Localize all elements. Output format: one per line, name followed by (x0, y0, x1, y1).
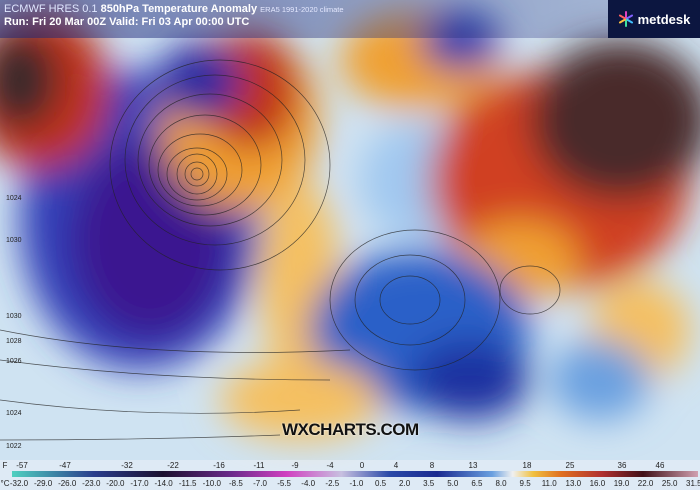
colorbar-legend: F -57 -47 -32 -22 -16 -11 -9 -4 0 4 8 13 18 25 36 46 °C -… (0, 460, 700, 490)
anomaly-field (0, 10, 700, 440)
celsius-tick: -32.0 (9, 479, 29, 488)
fahrenheit-tick: 4 (393, 461, 399, 470)
fahrenheit-tick: -47 (59, 461, 71, 470)
celsius-tick: -2.5 (325, 479, 340, 488)
climate-reference: ERA5 1991-2020 climate (260, 5, 344, 14)
isobars (0, 59, 561, 441)
celsius-tick: -8.5 (228, 479, 243, 488)
celsius-tick: -10.0 (202, 479, 221, 488)
logo-text: metdesk (637, 11, 691, 27)
isobar-label: 1028 (6, 338, 22, 345)
metdesk-star-icon (618, 11, 634, 27)
fahrenheit-unit: F (2, 461, 8, 470)
fahrenheit-tick: 18 (522, 461, 532, 470)
celsius-tick: 11.0 (541, 479, 557, 488)
fahrenheit-tick: 25 (565, 461, 575, 470)
fahrenheit-tick: 46 (655, 461, 665, 470)
celsius-tick: 22.0 (637, 479, 654, 488)
chart-header: ECMWF HRES 0.1 850hPa Temperature Anomal… (0, 0, 610, 38)
celsius-tick: 13.0 (565, 479, 582, 488)
fahrenheit-tick: -16 (213, 461, 225, 470)
celsius-tick: 8.0 (495, 479, 507, 488)
fahrenheit-ticks: F -57 -47 -32 -22 -16 -11 -9 -4 0 4 8 13 18 25 36 46 (0, 461, 700, 471)
model-name: ECMWF HRES 0.1 (4, 3, 98, 15)
fahrenheit-tick: -11 (253, 461, 265, 470)
fahrenheit-tick: -9 (291, 461, 299, 470)
celsius-tick: -5.5 (277, 479, 291, 488)
celsius-tick: 2.0 (399, 479, 411, 488)
fahrenheit-tick: 8 (429, 461, 435, 470)
celsius-tick: -4.0 (301, 479, 316, 488)
fahrenheit-tick: 36 (617, 461, 627, 470)
celsius-tick: -23.0 (82, 479, 101, 488)
fahrenheit-tick: 13 (468, 461, 478, 470)
fahrenheit-tick: -22 (167, 461, 179, 470)
celsius-tick: -1.0 (349, 479, 364, 488)
celsius-tick: -7.0 (253, 479, 267, 488)
fahrenheit-tick: -57 (16, 461, 28, 470)
celsius-tick: 9.5 (519, 479, 531, 488)
celsius-tick: 16.0 (589, 479, 606, 488)
celsius-tick: -17.0 (130, 479, 149, 488)
isobar-label: 1030 (6, 237, 22, 244)
celsius-tick: -29.0 (33, 479, 53, 488)
metdesk-logo: metdesk (608, 0, 700, 38)
celsius-tick: 19.0 (613, 479, 630, 488)
fahrenheit-tick: -4 (326, 461, 334, 470)
celsius-tick: 6.5 (471, 479, 483, 488)
parameter-name: 850hPa Temperature Anomaly (100, 3, 258, 15)
celsius-tick: 31.5 (686, 479, 700, 488)
isobar-label: 1024 (6, 195, 22, 202)
isobar-label: 1022 (6, 443, 22, 450)
celsius-ticks: °C -32.0 -29.0 -26.0 -23.0 -20.0 -17.0 -14.0 -11… (0, 479, 700, 489)
isobar-label: 1024 (6, 410, 22, 417)
color-scale (12, 471, 698, 477)
celsius-tick: -26.0 (58, 479, 77, 488)
celsius-tick: 3.5 (423, 479, 435, 488)
fahrenheit-tick: -32 (121, 461, 133, 470)
fahrenheit-tick: 0 (359, 461, 365, 470)
celsius-tick: 0.5 (374, 479, 387, 488)
celsius-tick: 5.0 (447, 479, 459, 488)
celsius-tick: -11.5 (178, 479, 197, 488)
isobar-label: 1030 (6, 313, 22, 320)
run-valid-time: Run: Fri 20 Mar 00Z Valid: Fri 03 Apr 00… (4, 16, 250, 28)
celsius-unit: °C (0, 479, 10, 488)
watermark: WXCHARTS.COM (282, 420, 419, 439)
celsius-tick: -14.0 (154, 479, 173, 488)
celsius-tick: 25.0 (661, 479, 678, 488)
celsius-tick: -20.0 (106, 479, 125, 488)
isobar-label: 1026 (6, 358, 22, 365)
